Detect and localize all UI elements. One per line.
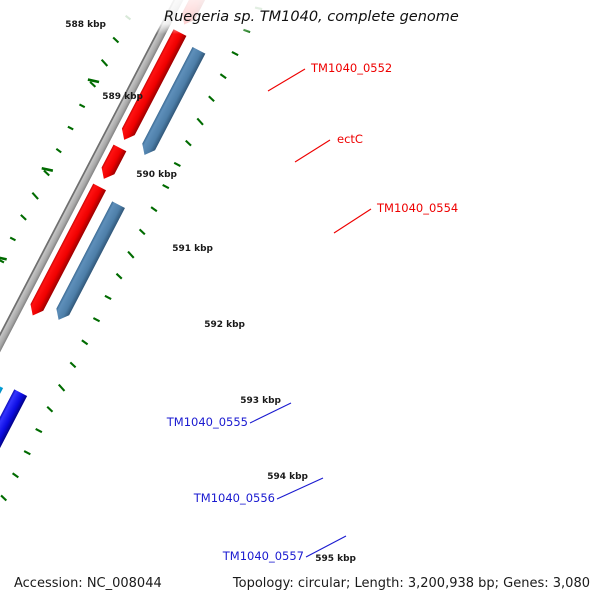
genome-title: Ruegeria sp. TM1040, complete genome (164, 9, 459, 25)
feature-label-text-ectc[interactable]: ectC (337, 132, 363, 146)
ruler-label-590: 590 kbp (136, 170, 177, 180)
feature-label-tm1040-0555[interactable]: TM1040_0555 (166, 402, 292, 429)
genome-stats-text: Topology: circular; Length: 3,200,938 bp… (232, 576, 590, 591)
feature-label-tm1040-0554[interactable]: TM1040_0554 (333, 201, 458, 234)
feature-f-blue-0555[interactable] (0, 387, 30, 493)
leader-line-tm1040-0557 (305, 535, 347, 558)
feature-f-steel-0554[interactable] (51, 199, 128, 324)
feature-label-text-0556[interactable]: TM1040_0556 (193, 491, 275, 505)
ruler-labels: 588 kbp 589 kbp 590 kbp 591 kbp 592 kbp … (65, 20, 356, 564)
leader-line-tm1040-0552 (267, 68, 306, 92)
ruler-label-589: 589 kbp (102, 92, 143, 102)
feature-label-text-0552[interactable]: TM1040_0552 (310, 61, 392, 75)
ruler-label-588: 588 kbp (65, 20, 106, 30)
ruler-label-595: 595 kbp (315, 554, 356, 564)
genome-backbone[interactable] (0, 0, 223, 599)
feature-f-red-ectC[interactable] (96, 142, 129, 183)
feature-f-cyan-0555[interactable] (0, 379, 6, 494)
feature-f-red-0552[interactable] (116, 27, 189, 144)
feature-f-red-0554[interactable] (25, 181, 109, 321)
leader-line-ectc (294, 139, 331, 163)
feature-label-tm1040-0556[interactable]: TM1040_0556 (193, 477, 324, 505)
feature-label-ectc[interactable]: ectC (294, 132, 363, 163)
feature-labels[interactable]: TM1040_0552 ectC TM1040_0554 TM1040_0555… (166, 61, 458, 563)
feature-label-tm1040-0557[interactable]: TM1040_0557 (222, 535, 347, 563)
accession-text: Accession: NC_008044 (14, 576, 162, 591)
title-fade-overlay (0, 0, 600, 34)
feature-track-outer[interactable] (0, 44, 208, 600)
leader-line-tm1040-0554 (333, 208, 372, 234)
ruler-label-593: 593 kbp (240, 396, 281, 406)
ruler-label-592: 592 kbp (204, 320, 245, 330)
feature-label-tm1040-0552[interactable]: TM1040_0552 (267, 61, 392, 92)
feature-f-steel-0552[interactable] (137, 44, 208, 160)
leader-line-tm1040-0556 (276, 477, 324, 500)
feature-label-text-0557[interactable]: TM1040_0557 (222, 549, 304, 563)
feature-label-text-0554[interactable]: TM1040_0554 (376, 201, 458, 215)
feature-label-text-0555[interactable]: TM1040_0555 (166, 415, 248, 429)
footer-background (0, 568, 600, 600)
leader-line-tm1040-0555 (249, 402, 292, 424)
ruler-label-591: 591 kbp (172, 244, 213, 254)
ruler-label-594: 594 kbp (267, 472, 308, 482)
